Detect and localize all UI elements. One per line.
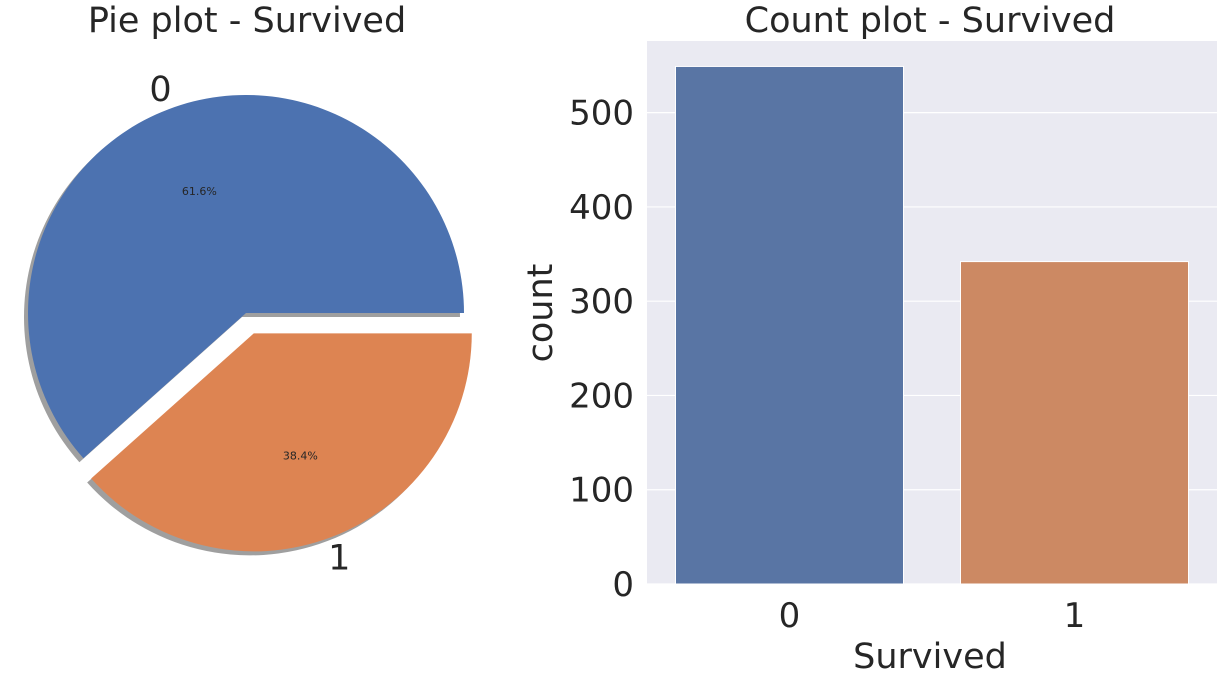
pie-slices: [23, 95, 472, 556]
x-axis-label: Survived: [853, 637, 1007, 677]
bars: [675, 65, 1189, 585]
pie-label-0: 0: [149, 70, 171, 110]
y-tick-label: 0: [612, 565, 634, 605]
pie-labels: 0 61.6% 1 38.4%: [149, 70, 350, 578]
x-tick-label: 0: [779, 596, 801, 636]
y-tick-label: 500: [569, 94, 634, 134]
bar-0: [675, 65, 904, 585]
x-tick-label: 1: [1064, 596, 1086, 636]
pie-label-1: 1: [328, 538, 350, 578]
pie-chart: Pie plot - Survived 0 61.6% 1 38.4%: [23, 1, 472, 578]
bar-1: [960, 261, 1189, 585]
bar-title: Count plot - Survived: [745, 1, 1116, 41]
y-axis-label: count: [521, 264, 561, 363]
pie-slice-1: [91, 333, 472, 552]
y-tick-label: 200: [569, 376, 634, 416]
y-tick-label: 400: [569, 188, 634, 228]
pie-pct-0: 61.6%: [182, 185, 217, 198]
pie-slice-0: [27, 95, 465, 459]
pie-title: Pie plot - Survived: [88, 1, 406, 41]
pie-pct-1: 38.4%: [283, 450, 318, 463]
y-tick-labels: 0 100 200 300 400 500: [569, 94, 634, 605]
y-tick-label: 300: [569, 282, 634, 322]
y-tick-label: 100: [569, 471, 634, 511]
